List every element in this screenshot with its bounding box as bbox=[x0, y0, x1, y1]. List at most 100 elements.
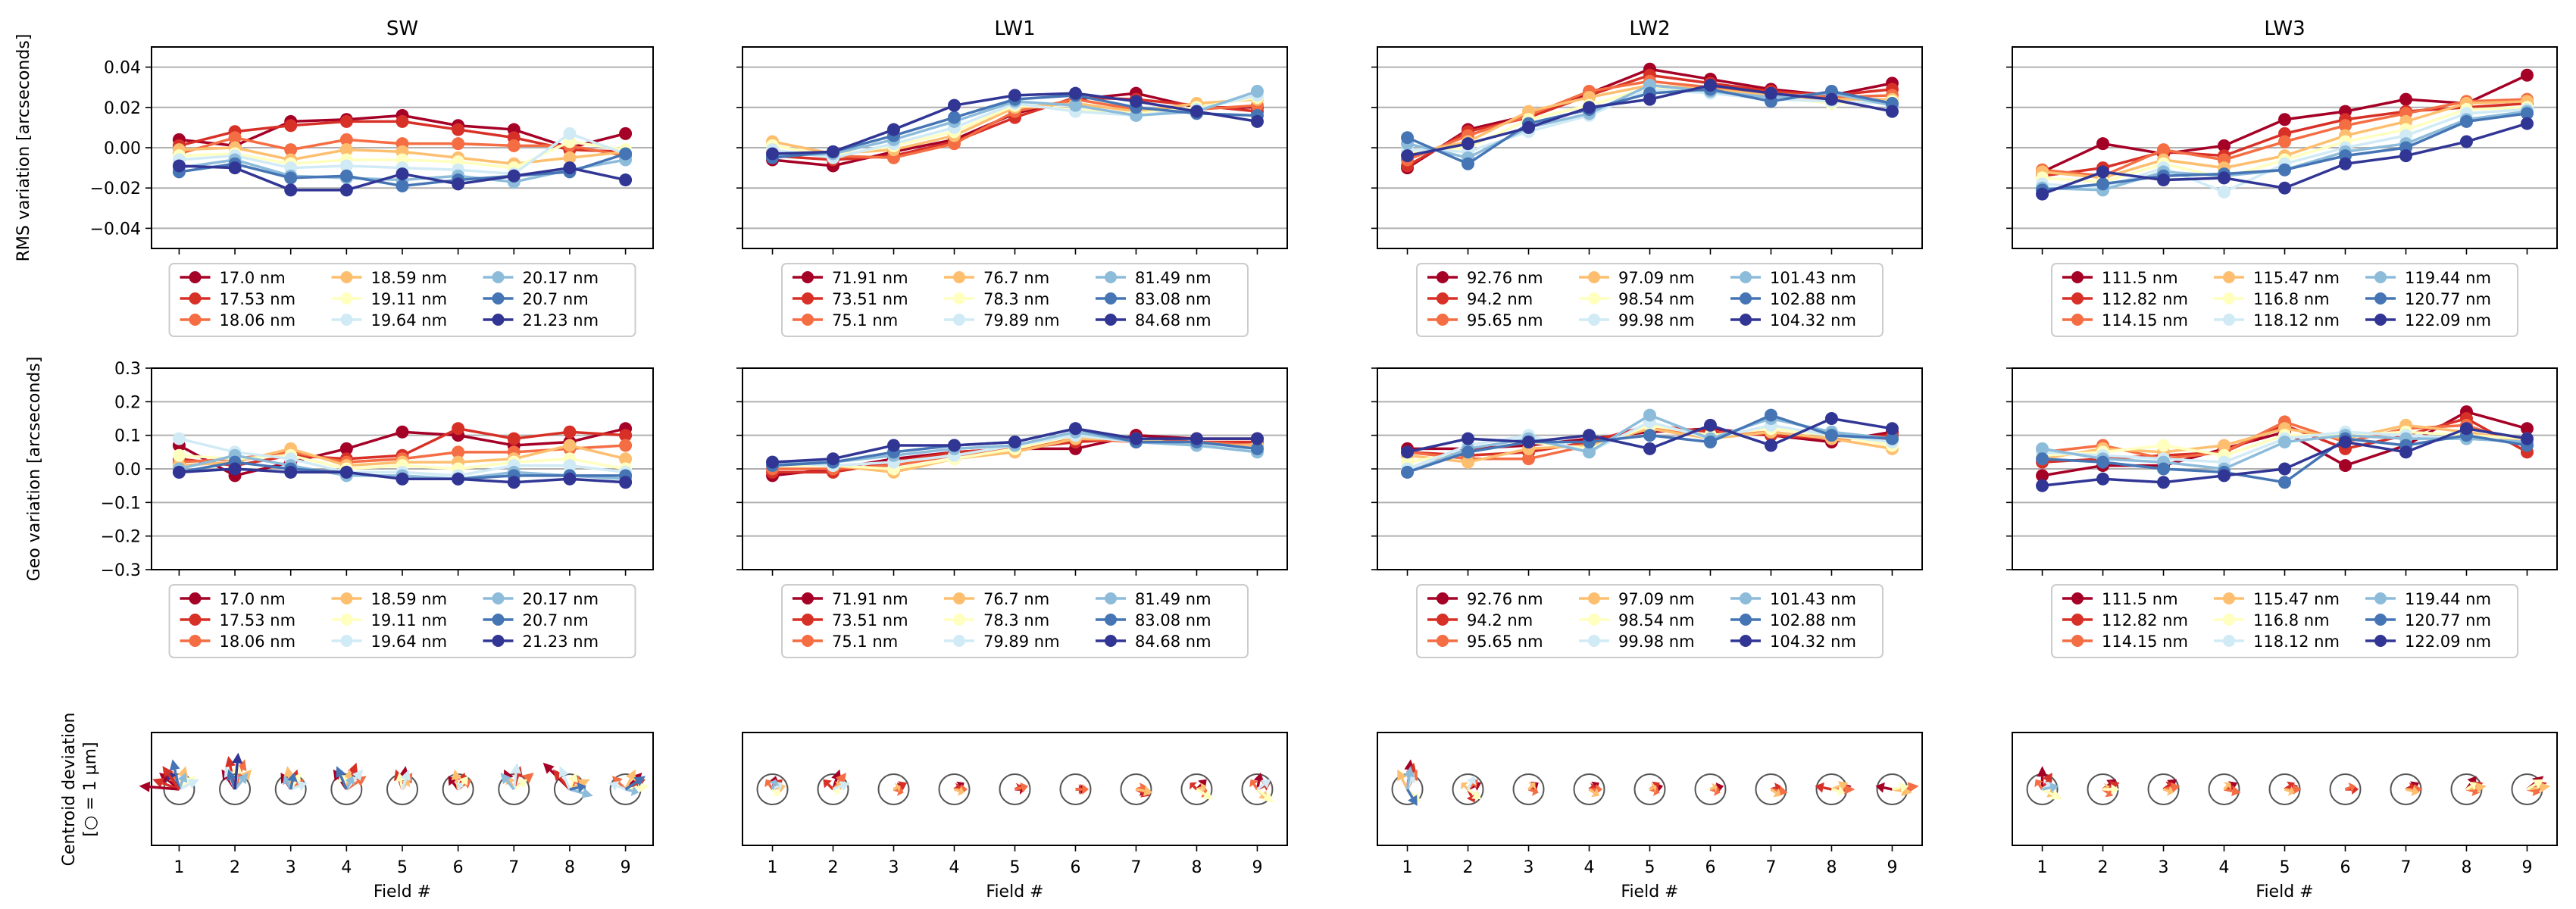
centroid-arrow-shaft bbox=[1466, 782, 1473, 790]
centroid-arrow-shaft bbox=[616, 784, 627, 791]
centroid-arrow-head bbox=[232, 752, 243, 764]
legend-entry: 104.32 nm bbox=[1770, 311, 1856, 330]
centroid-arrow-shaft bbox=[401, 779, 408, 790]
centroid-arrow-shaft bbox=[1196, 788, 1206, 796]
data-point bbox=[1764, 439, 1777, 452]
legend-entry: 99.98 nm bbox=[1618, 311, 1695, 330]
legend-swatch-marker bbox=[802, 292, 814, 305]
data-point bbox=[2096, 165, 2110, 179]
centroid-arrow-head bbox=[283, 766, 295, 778]
legend-entry: 20.7 nm bbox=[523, 611, 589, 629]
centroid-arrow-head bbox=[823, 779, 832, 789]
legend-entry: 111.5 nm bbox=[2102, 269, 2178, 287]
legend-entry: 120.77 nm bbox=[2405, 611, 2491, 629]
centroid-arrow-shaft bbox=[771, 783, 776, 790]
centroid-arrow-shaft bbox=[569, 786, 579, 791]
legend-swatch-marker bbox=[953, 314, 965, 326]
legend-swatch-marker bbox=[189, 292, 202, 305]
x-tick-label: 8 bbox=[564, 858, 575, 877]
centroid-arrow-shaft bbox=[2223, 785, 2229, 791]
legend-swatch-marker bbox=[1105, 614, 1117, 626]
centroid-arrow-head bbox=[448, 776, 458, 786]
legend-swatch-marker bbox=[189, 635, 202, 647]
legend-swatch-marker bbox=[1105, 292, 1117, 305]
centroid-arrow-shaft bbox=[624, 780, 638, 791]
data-point bbox=[563, 127, 577, 140]
unit-circle bbox=[1180, 773, 1213, 805]
legend-swatch-marker bbox=[1588, 592, 1600, 604]
legend-entry: 115.47 nm bbox=[2253, 269, 2340, 287]
legend-entry: 18.59 nm bbox=[371, 590, 448, 608]
centroid-arrow-head bbox=[2050, 789, 2062, 800]
x-tick-label: 8 bbox=[1191, 858, 1202, 877]
legend-swatch-marker bbox=[189, 614, 202, 626]
x-tick-label: 1 bbox=[767, 858, 778, 877]
data-point bbox=[452, 123, 465, 136]
legend-swatch-marker bbox=[492, 271, 505, 283]
data-point bbox=[619, 439, 633, 452]
x-tick-label: 6 bbox=[1705, 858, 1715, 877]
x-tick-label: 7 bbox=[508, 858, 519, 877]
data-point bbox=[887, 123, 901, 136]
centroid-arrow-head bbox=[1253, 773, 1265, 782]
centroid-arrow-head bbox=[227, 769, 237, 782]
x-tick-label: 6 bbox=[453, 858, 464, 877]
x-tick-label: 3 bbox=[889, 858, 899, 877]
y-tick-label: −0.2 bbox=[101, 528, 141, 547]
legend-entry: 120.77 nm bbox=[2405, 290, 2491, 308]
data-point bbox=[339, 183, 353, 197]
data-point bbox=[563, 151, 577, 164]
x-tick-label: 7 bbox=[1765, 858, 1776, 877]
data-point bbox=[1703, 436, 1717, 449]
legend-entry: 78.3 nm bbox=[983, 290, 1049, 308]
legend-entry: 115.47 nm bbox=[2253, 590, 2340, 608]
legend: 111.5 nm 112.82 nm 114.15 nm 115.47 nm 116.8… bbox=[2051, 584, 2518, 658]
centroid-arrow-head bbox=[500, 773, 511, 785]
legend-swatch-marker bbox=[1588, 292, 1600, 305]
data-point bbox=[284, 183, 298, 197]
centroid-arrow-shaft bbox=[893, 786, 898, 791]
y-tick-label: 0.02 bbox=[104, 99, 141, 118]
data-point bbox=[1068, 98, 1082, 112]
centroid-arrow-head bbox=[1397, 769, 1407, 782]
x-tick-label: 4 bbox=[341, 858, 352, 877]
data-point bbox=[1643, 442, 1656, 455]
data-point bbox=[395, 472, 409, 486]
data-point bbox=[395, 425, 409, 439]
centroid-arrow-head bbox=[898, 781, 908, 791]
data-point bbox=[887, 439, 901, 452]
legend-entry: 122.09 nm bbox=[2405, 633, 2491, 651]
data-point bbox=[948, 439, 961, 452]
legend-entry: 20.17 nm bbox=[523, 590, 599, 608]
x-tick-label: 4 bbox=[1584, 858, 1595, 877]
data-point bbox=[619, 429, 633, 442]
y-tick-label: 0.00 bbox=[104, 139, 141, 158]
x-tick-label: 5 bbox=[397, 858, 408, 877]
centroid-arrow-head bbox=[1408, 795, 1418, 806]
unit-circle bbox=[1512, 773, 1545, 805]
centroid-arrow-shaft bbox=[149, 786, 180, 791]
x-tick-label: 9 bbox=[2521, 858, 2532, 877]
data-point bbox=[619, 173, 633, 187]
data-point bbox=[339, 442, 353, 455]
centroid-arrow-head bbox=[2109, 781, 2120, 792]
x-tick-label: 4 bbox=[2219, 858, 2230, 877]
centroid-arrow-head bbox=[2411, 786, 2420, 796]
data-point bbox=[2036, 452, 2049, 466]
data-point bbox=[2218, 171, 2231, 185]
panel-lw3-geo: 111.5 nm 112.82 nm 114.15 nm 115.47 nm 116.8… bbox=[2006, 367, 2558, 658]
centroid-arrow-shaft bbox=[1136, 788, 1145, 792]
unit-circle bbox=[2147, 773, 2180, 805]
centroid-arrow-head bbox=[2043, 773, 2052, 784]
unit-circle bbox=[938, 773, 971, 805]
unit-circle bbox=[1059, 773, 1092, 805]
legend-entry: 75.1 nm bbox=[832, 311, 898, 330]
data-point bbox=[2096, 137, 2110, 151]
data-point bbox=[2218, 469, 2231, 483]
data-point bbox=[1703, 79, 1717, 92]
centroid-arrow-head bbox=[400, 769, 411, 782]
data-point bbox=[2399, 92, 2412, 106]
legend-entry: 119.44 nm bbox=[2405, 269, 2491, 287]
data-point bbox=[172, 159, 186, 173]
